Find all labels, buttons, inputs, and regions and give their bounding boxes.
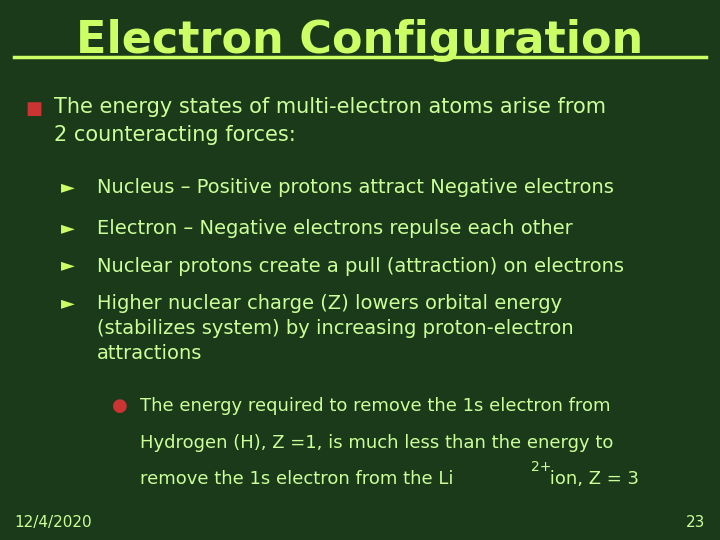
Text: 12/4/2020: 12/4/2020 (14, 515, 92, 530)
Text: ►: ► (61, 219, 75, 237)
Text: 23: 23 (686, 515, 706, 530)
Text: Hydrogen (H), Z =1, is much less than the energy to: Hydrogen (H), Z =1, is much less than th… (140, 434, 613, 451)
Text: ►: ► (61, 294, 75, 312)
Text: ●: ● (112, 397, 127, 415)
Text: remove the 1s electron from the Li: remove the 1s electron from the Li (140, 470, 454, 488)
Text: ►: ► (61, 178, 75, 196)
Text: ►: ► (61, 256, 75, 274)
Text: Electron – Negative electrons repulse each other: Electron – Negative electrons repulse ea… (97, 219, 573, 238)
Text: Nucleus – Positive protons attract Negative electrons: Nucleus – Positive protons attract Negat… (97, 178, 614, 197)
Text: ion, Z = 3: ion, Z = 3 (544, 470, 639, 488)
Text: 2+: 2+ (531, 460, 552, 474)
Text: ■: ■ (25, 100, 42, 118)
Text: The energy states of multi-electron atoms arise from
2 counteracting forces:: The energy states of multi-electron atom… (54, 97, 606, 145)
Text: Nuclear protons create a pull (attraction) on electrons: Nuclear protons create a pull (attractio… (97, 256, 624, 275)
Text: The energy required to remove the 1s electron from: The energy required to remove the 1s ele… (140, 397, 611, 415)
Text: Higher nuclear charge (Z) lowers orbital energy
(stabilizes system) by increasin: Higher nuclear charge (Z) lowers orbital… (97, 294, 574, 363)
Text: Electron Configuration: Electron Configuration (76, 19, 644, 62)
